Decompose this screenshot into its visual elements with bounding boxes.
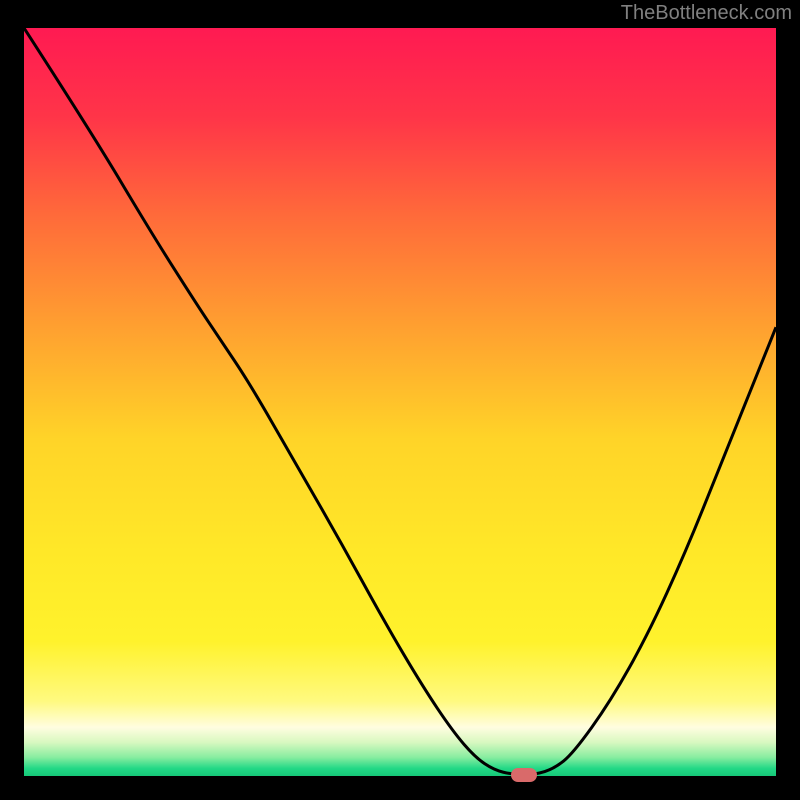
gradient-background bbox=[24, 28, 776, 776]
plot-area bbox=[24, 28, 776, 776]
optimal-marker bbox=[511, 768, 537, 782]
bottleneck-chart: TheBottleneck.com bbox=[0, 0, 800, 800]
watermark-text: TheBottleneck.com bbox=[621, 2, 792, 25]
